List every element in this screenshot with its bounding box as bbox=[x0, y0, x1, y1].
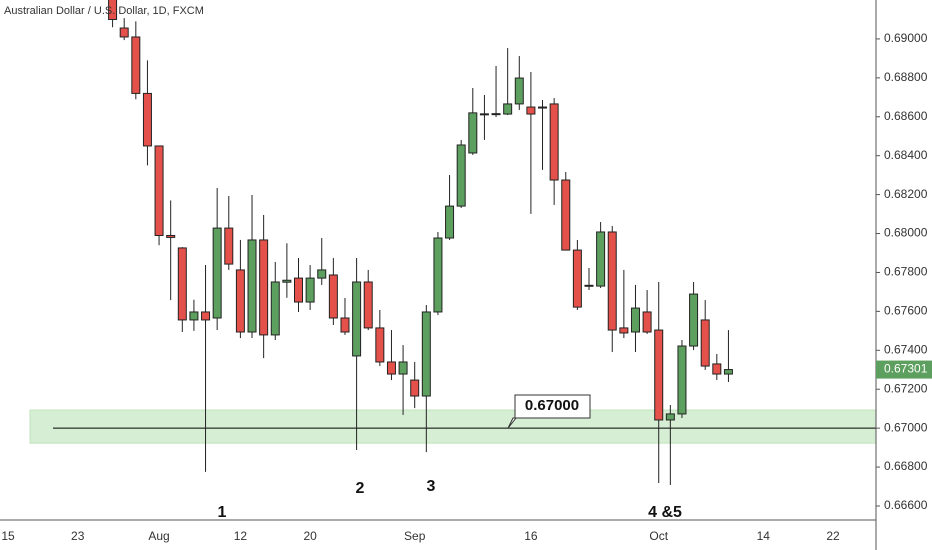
y-tick-label: 0.66600 bbox=[884, 498, 928, 512]
y-tick-label: 0.67600 bbox=[884, 304, 928, 318]
y-tick-label: 0.66800 bbox=[884, 459, 928, 473]
candle-body bbox=[177, 247, 187, 321]
candle-body bbox=[270, 281, 280, 336]
candle-body bbox=[235, 269, 245, 333]
candle-body bbox=[456, 144, 466, 207]
y-tick-label: 0.67000 bbox=[884, 420, 928, 434]
candle-body bbox=[677, 345, 687, 415]
y-tick-label: 0.68600 bbox=[884, 109, 928, 123]
plot-area bbox=[29, 0, 876, 485]
candle-body bbox=[619, 327, 629, 334]
candle-body bbox=[445, 205, 455, 239]
annotation: 3 bbox=[427, 478, 436, 495]
last-price-tag bbox=[876, 360, 932, 379]
chart-title: Australian Dollar / U.S. Dollar, 1D, FXC… bbox=[4, 5, 204, 17]
candle-body bbox=[700, 319, 710, 367]
x-tick-label: 20 bbox=[303, 529, 317, 543]
annotation: 4 &5 bbox=[648, 504, 682, 521]
candle-body bbox=[305, 277, 315, 303]
candle-body bbox=[689, 293, 699, 347]
candle-body bbox=[201, 311, 211, 321]
y-tick-label: 0.68400 bbox=[884, 148, 928, 162]
candle-body bbox=[723, 369, 733, 375]
candle-body bbox=[398, 361, 408, 375]
candle-body bbox=[526, 106, 536, 115]
candle-body bbox=[259, 239, 269, 336]
candle-body bbox=[386, 361, 396, 375]
candle-body bbox=[328, 274, 338, 319]
last-price-label: 0.67301 bbox=[884, 362, 928, 376]
candle-body bbox=[154, 145, 164, 236]
candle-body bbox=[572, 249, 582, 308]
annotation: 2 bbox=[356, 480, 365, 497]
x-tick-label: Aug bbox=[148, 529, 169, 543]
callout-box bbox=[507, 394, 591, 429]
annotation: 1 bbox=[218, 504, 227, 521]
x-tick-label: 14 bbox=[757, 529, 771, 543]
callout-label: 0.67000 bbox=[525, 397, 579, 414]
candle-body bbox=[352, 281, 362, 357]
candle-body bbox=[607, 231, 617, 331]
candle-body bbox=[584, 284, 594, 287]
candle-body bbox=[166, 234, 176, 238]
candle-body bbox=[224, 227, 234, 265]
candle-body bbox=[596, 231, 606, 287]
candle-body bbox=[514, 77, 524, 105]
candle-body bbox=[433, 237, 443, 313]
x-tick-label: 15 bbox=[1, 529, 15, 543]
candle-body bbox=[212, 227, 222, 319]
candle-body bbox=[479, 113, 489, 116]
candle-body bbox=[131, 36, 141, 94]
candle-body bbox=[665, 413, 675, 421]
candle-body bbox=[142, 92, 152, 147]
candle-body bbox=[375, 327, 385, 363]
candle-body bbox=[712, 363, 722, 375]
candle-body bbox=[549, 103, 559, 181]
candle-body bbox=[340, 317, 350, 333]
candle-body bbox=[630, 307, 640, 333]
candle-body bbox=[247, 239, 257, 333]
candle-body bbox=[410, 379, 420, 397]
candle-body bbox=[317, 269, 327, 279]
y-tick-label: 0.68000 bbox=[884, 226, 928, 240]
candle-body bbox=[282, 279, 292, 283]
y-tick-label: 0.67400 bbox=[884, 342, 928, 356]
x-tick-label: 22 bbox=[826, 529, 840, 543]
candle-body bbox=[491, 113, 501, 116]
x-tick-label: Oct bbox=[649, 529, 668, 543]
candle-body bbox=[561, 179, 571, 251]
y-tick-label: 0.68200 bbox=[884, 187, 928, 201]
x-tick-label: 16 bbox=[524, 529, 538, 543]
x-tick-label: 12 bbox=[234, 529, 248, 543]
candle-body bbox=[189, 311, 199, 321]
candle-body bbox=[503, 103, 513, 115]
y-tick-label: 0.67800 bbox=[884, 265, 928, 279]
candle-body bbox=[294, 277, 303, 303]
y-tick-label: 0.69000 bbox=[884, 31, 928, 45]
candle-body bbox=[108, 0, 118, 20]
support-zone bbox=[29, 409, 876, 444]
candle-body bbox=[363, 281, 373, 329]
y-tick-label: 0.67200 bbox=[884, 381, 928, 395]
candle-body bbox=[642, 311, 652, 333]
candle-body bbox=[538, 106, 548, 109]
candle-body bbox=[421, 311, 431, 397]
x-tick-label: Sep bbox=[404, 529, 426, 543]
candle-body bbox=[654, 329, 664, 421]
y-tick-label: 0.68800 bbox=[884, 70, 928, 84]
x-tick-label: 23 bbox=[71, 529, 85, 543]
candle-body bbox=[119, 27, 129, 38]
candle-body bbox=[468, 112, 478, 154]
